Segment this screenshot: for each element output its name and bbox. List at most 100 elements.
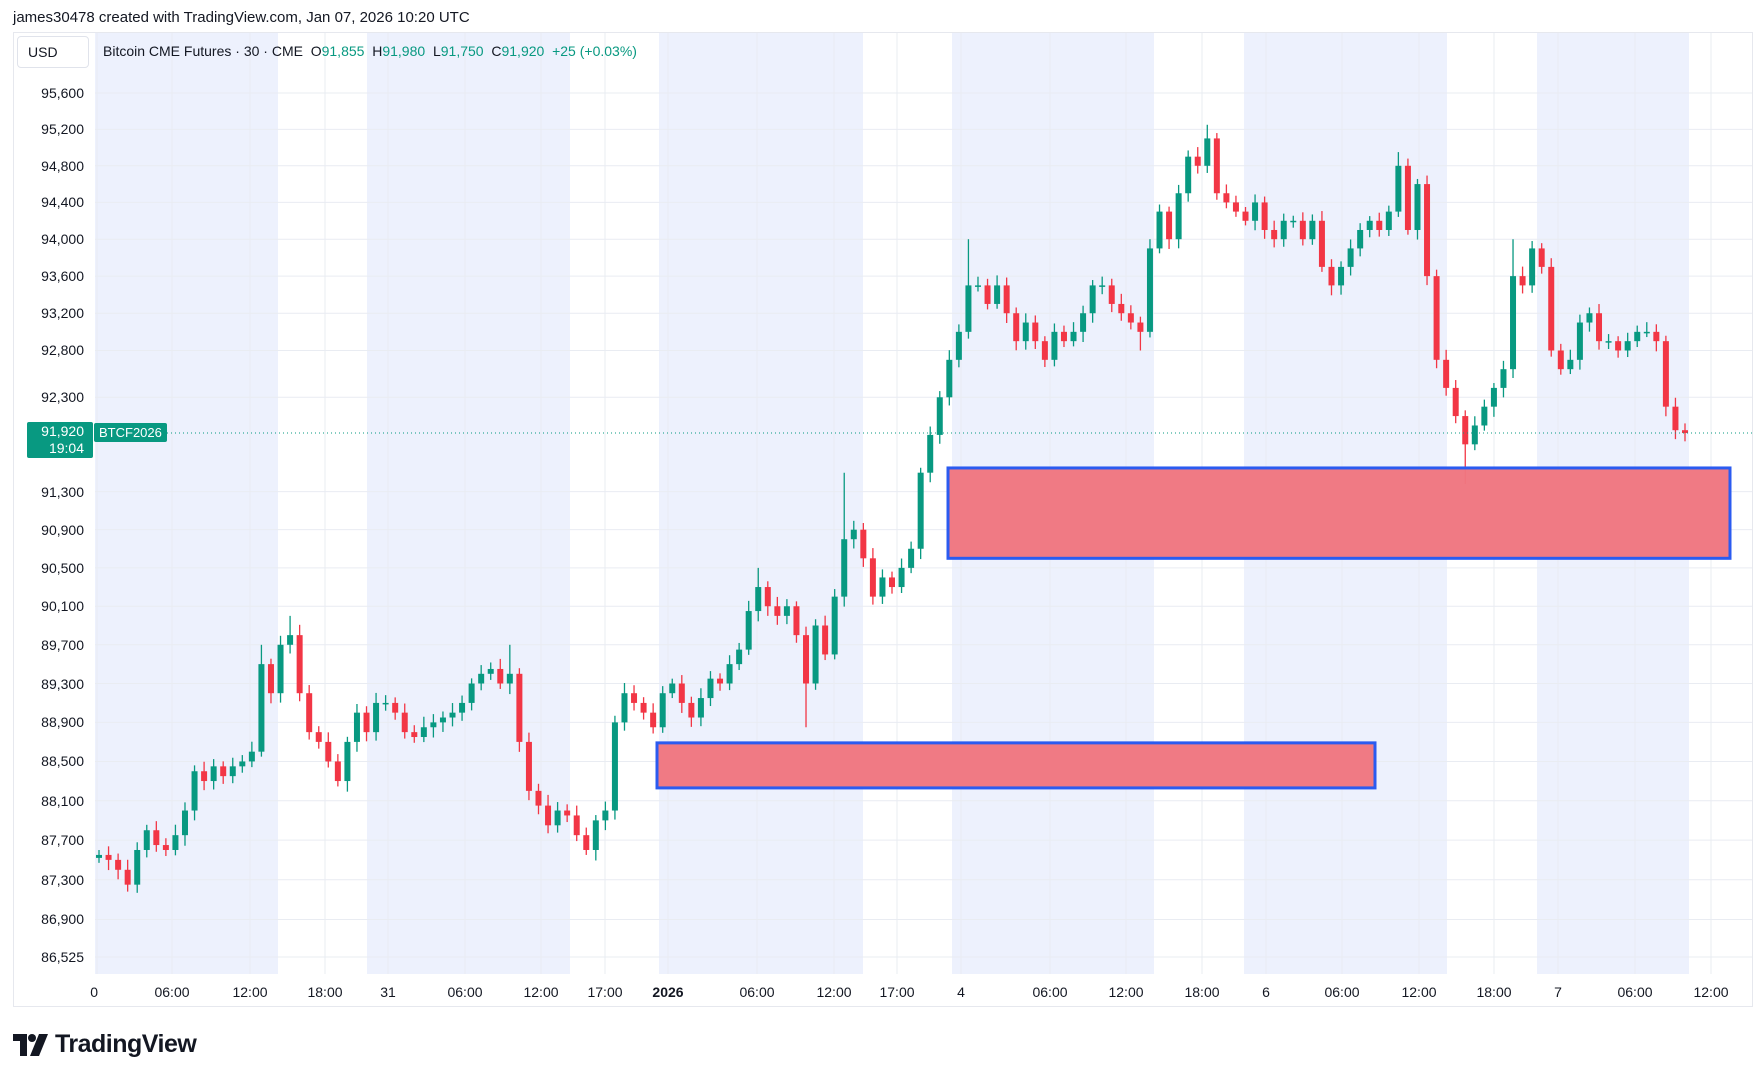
low-label: L [432, 43, 441, 59]
candle-down [545, 805, 552, 826]
low-value: 91,750 [440, 43, 484, 59]
time-tick-label: 06:00 [1032, 984, 1068, 1000]
candle-down [1041, 341, 1048, 360]
close-label: C [491, 43, 502, 59]
price-tick-label: 87,700 [41, 832, 84, 849]
candle-down [1462, 416, 1469, 445]
candle-up [831, 596, 838, 655]
candle-down [1672, 406, 1679, 431]
price-tick-label: 87,300 [41, 871, 84, 888]
price-tick-label: 93,200 [41, 305, 84, 322]
candle-up [1490, 387, 1497, 407]
candle-down [315, 732, 322, 742]
price-tick-label: 94,800 [41, 157, 84, 174]
candle-down [162, 845, 169, 850]
time-tick-label: 12:00 [232, 984, 268, 1000]
candle-up [1605, 341, 1612, 343]
candle-down [1118, 303, 1125, 314]
logo-text: TradingView [55, 1030, 197, 1058]
candle-up [143, 830, 150, 850]
candle-up [1156, 211, 1163, 249]
price-tick-label: 92,300 [41, 389, 84, 406]
session-band [367, 33, 570, 974]
price-tick-label: 94,000 [41, 231, 84, 248]
last-price-label: 91,920 19:04 [27, 422, 93, 459]
candle-down [401, 712, 408, 733]
candle-down [717, 678, 724, 684]
candle-down [1108, 285, 1115, 304]
time-tick-label: 31 [380, 984, 396, 1000]
candle-down [1519, 276, 1526, 286]
candle-up [287, 635, 294, 645]
candle-up [955, 331, 962, 360]
candle-up [248, 751, 255, 762]
time-tick-label: 4 [957, 984, 965, 1000]
candle-up [879, 577, 886, 597]
candle-down [1194, 156, 1201, 166]
tradingview-logo: TradingView [13, 1030, 197, 1059]
candle-down [363, 712, 370, 733]
candle-down [1557, 350, 1564, 370]
candle-up [1414, 184, 1421, 230]
time-tick-label: 17:00 [587, 984, 623, 1000]
candle-down [201, 771, 208, 782]
price-tick-label: 93,600 [41, 268, 84, 285]
time-tick-label: 7 [1554, 984, 1562, 1000]
candle-down [124, 869, 131, 885]
candle-up [239, 761, 246, 767]
candle-down [573, 815, 580, 836]
candle-up [755, 587, 762, 612]
time-tick-label: 06:00 [1617, 984, 1653, 1000]
candle-up [1471, 425, 1478, 445]
candle-up [439, 717, 446, 723]
time-tick-label: 18:00 [1184, 984, 1220, 1000]
candle-up [1357, 229, 1364, 249]
candle-down [1452, 387, 1459, 417]
session-band [659, 33, 863, 974]
candle-up [1500, 369, 1507, 388]
candle-down [1548, 266, 1555, 351]
price-tick-label: 88,500 [41, 753, 84, 770]
candle-up [373, 702, 380, 733]
price-tick-label: 90,500 [41, 559, 84, 576]
candle-up [420, 727, 427, 738]
candle-up [1309, 220, 1316, 240]
candle-up [172, 835, 179, 850]
symbol-legend: Bitcoin CME Futures · 30 · CME O91,855 H… [103, 43, 637, 59]
price-tick-label: 89,700 [41, 636, 84, 653]
ticker-tag: BTCF2026 [94, 423, 167, 443]
candle-up [1395, 165, 1402, 212]
open-label: O [310, 43, 322, 59]
candle-up [611, 722, 618, 811]
candle-down [1596, 313, 1603, 342]
candle-up [927, 434, 934, 473]
time-tick-label: 18:00 [307, 984, 343, 1000]
candle-down [1653, 331, 1660, 342]
time-tick-label: 2026 [652, 984, 684, 1000]
candle-up [1481, 406, 1488, 426]
price-tick-label: 86,900 [41, 911, 84, 928]
candle-up [783, 606, 790, 616]
candle-up [697, 698, 704, 718]
candle-down [1538, 248, 1545, 267]
candle-down [516, 673, 523, 742]
price-tick-label: 92,800 [41, 342, 84, 359]
candle-down [774, 606, 781, 616]
candle-up [1290, 220, 1297, 223]
candle-down [1213, 138, 1220, 194]
candle-up [898, 567, 905, 588]
candle-up [229, 766, 236, 777]
time-tick-label: 30 [90, 984, 98, 1000]
candle-up [506, 673, 513, 684]
candle-up [1185, 156, 1192, 194]
candle-down [1433, 276, 1440, 360]
currency-button[interactable]: USD [17, 36, 89, 68]
last-price-value: 91,920 [41, 423, 84, 440]
candle-down [1242, 211, 1249, 221]
candle-up [134, 849, 141, 885]
candle-down [984, 285, 991, 304]
candle-down [1404, 165, 1411, 230]
candle-down [860, 529, 867, 559]
candle-up [1576, 322, 1583, 360]
